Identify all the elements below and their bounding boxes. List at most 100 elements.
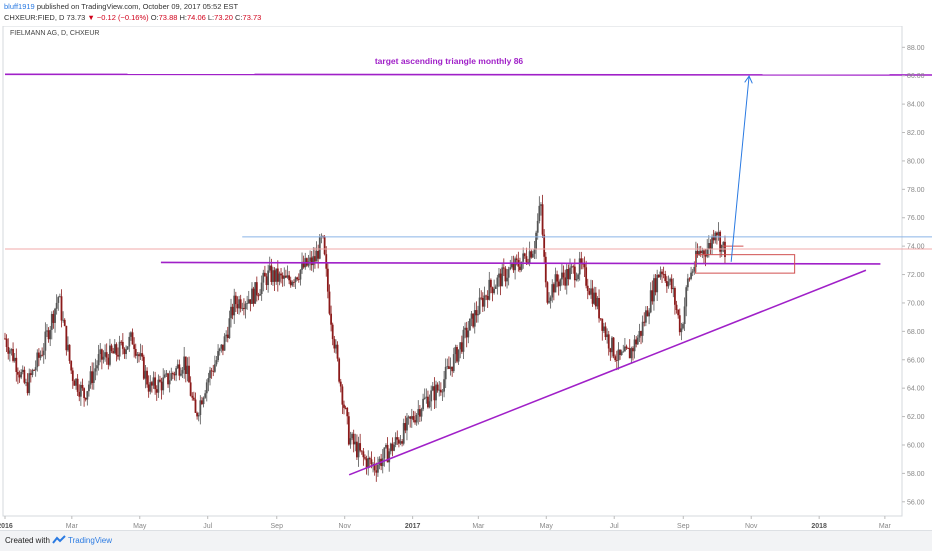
candle-body	[217, 351, 219, 361]
candle-body	[160, 381, 163, 391]
candle-body	[536, 220, 539, 233]
candle-body	[704, 254, 707, 257]
symbol-line: CHXEUR:FIED, D 73.73 ▼ −0.12 (−0.16%) O:…	[4, 13, 261, 22]
candle-body	[598, 297, 600, 319]
candle-body	[26, 382, 29, 394]
candle-body	[551, 284, 554, 298]
candle-body	[699, 251, 702, 254]
candle-body	[644, 310, 647, 323]
candle-body	[397, 439, 400, 444]
candle-body	[130, 332, 132, 337]
candle-body	[92, 371, 95, 383]
candle-body	[720, 244, 723, 252]
price-change: −0.12 (−0.16%)	[96, 13, 149, 22]
candle-body	[7, 346, 10, 354]
candle-body	[654, 278, 657, 293]
candle-body	[29, 373, 32, 375]
candle-body	[54, 308, 56, 323]
candle-body	[678, 315, 681, 333]
time-axis[interactable]: 2016 Mar May Jul Sep Nov 2017 Mar May Jul Sep Nov 20…	[0, 516, 892, 530]
candle-body	[683, 306, 686, 325]
candle-body	[226, 334, 229, 339]
candle-body	[46, 330, 48, 332]
candle-body	[651, 290, 654, 302]
candle-body	[249, 299, 252, 304]
candle-body	[171, 373, 174, 375]
candle-body	[543, 234, 546, 257]
candle-body	[402, 423, 405, 444]
candle-body	[44, 331, 47, 351]
candle-body	[490, 279, 492, 288]
plot-area[interactable]	[2, 26, 903, 517]
candle-body	[201, 400, 203, 405]
candle-body	[606, 334, 609, 338]
tradingview-brand[interactable]: TradingView	[68, 536, 113, 545]
candle-body	[58, 296, 61, 298]
candle-body	[223, 336, 226, 351]
candle-body	[707, 242, 710, 249]
candle-body	[483, 295, 486, 307]
candle-body	[330, 313, 332, 325]
candle-body	[307, 261, 310, 266]
candle-body	[318, 236, 321, 259]
price-tick-label: 58.00	[907, 471, 925, 478]
candle-body	[115, 344, 118, 355]
candle-body	[464, 327, 466, 330]
candle-body	[557, 281, 560, 287]
candle-body	[344, 407, 347, 409]
candle-body	[680, 328, 683, 333]
candle-body	[170, 373, 173, 381]
candle-body	[191, 395, 194, 398]
candle-body	[625, 346, 628, 349]
time-tick-label: May	[540, 523, 554, 530]
candle-body	[519, 266, 521, 270]
candle-body	[244, 303, 247, 310]
candle-body	[623, 346, 626, 352]
candle-body	[199, 400, 202, 415]
candle-body	[649, 290, 652, 313]
candle-body	[168, 380, 171, 385]
candle-body	[128, 336, 131, 347]
candle-body	[385, 444, 387, 448]
candle-body	[665, 281, 668, 287]
candle-body	[23, 369, 26, 383]
candle-body	[105, 352, 108, 358]
candle-body	[252, 288, 255, 304]
candle-body	[538, 205, 541, 221]
candle-body	[494, 286, 497, 289]
candle-body	[109, 345, 111, 365]
price-tick-label: 68.00	[907, 329, 925, 336]
candle-body	[415, 414, 418, 423]
candle-body	[149, 382, 152, 392]
author-link[interactable]: bluff1919	[4, 2, 35, 11]
candle-body	[480, 297, 483, 299]
low-value: 73.20	[214, 13, 233, 22]
candle-body	[635, 339, 638, 345]
candle-body	[528, 251, 531, 264]
candle-body	[485, 295, 487, 297]
candle-body	[498, 273, 500, 278]
price-chart[interactable]: 56.00 58.00 60.00 62.00 64.00 66.00 68.00 70.00…	[0, 26, 932, 530]
candle-body	[585, 267, 588, 286]
time-tick-label: Mar	[879, 523, 892, 530]
candle-body	[284, 275, 287, 278]
candle-body	[577, 274, 579, 279]
candle-body	[559, 279, 562, 287]
candle-body	[711, 236, 713, 249]
candle-body	[8, 350, 11, 354]
candle-body	[112, 351, 115, 354]
candle-body	[328, 291, 331, 314]
candle-body	[338, 358, 341, 382]
candle-body	[452, 354, 455, 372]
price-axis[interactable]: 56.00 58.00 60.00 62.00 64.00 66.00 68.00 70.00…	[902, 45, 925, 506]
candle-body	[570, 266, 573, 268]
candle-body	[110, 345, 113, 352]
candle-body	[507, 269, 510, 278]
candle-body	[646, 310, 649, 317]
candle-body	[231, 306, 234, 316]
candle-body	[575, 278, 578, 281]
candle-body	[441, 391, 444, 393]
candle-body	[144, 370, 147, 379]
candle-body	[84, 398, 87, 400]
candle-body	[573, 266, 576, 281]
